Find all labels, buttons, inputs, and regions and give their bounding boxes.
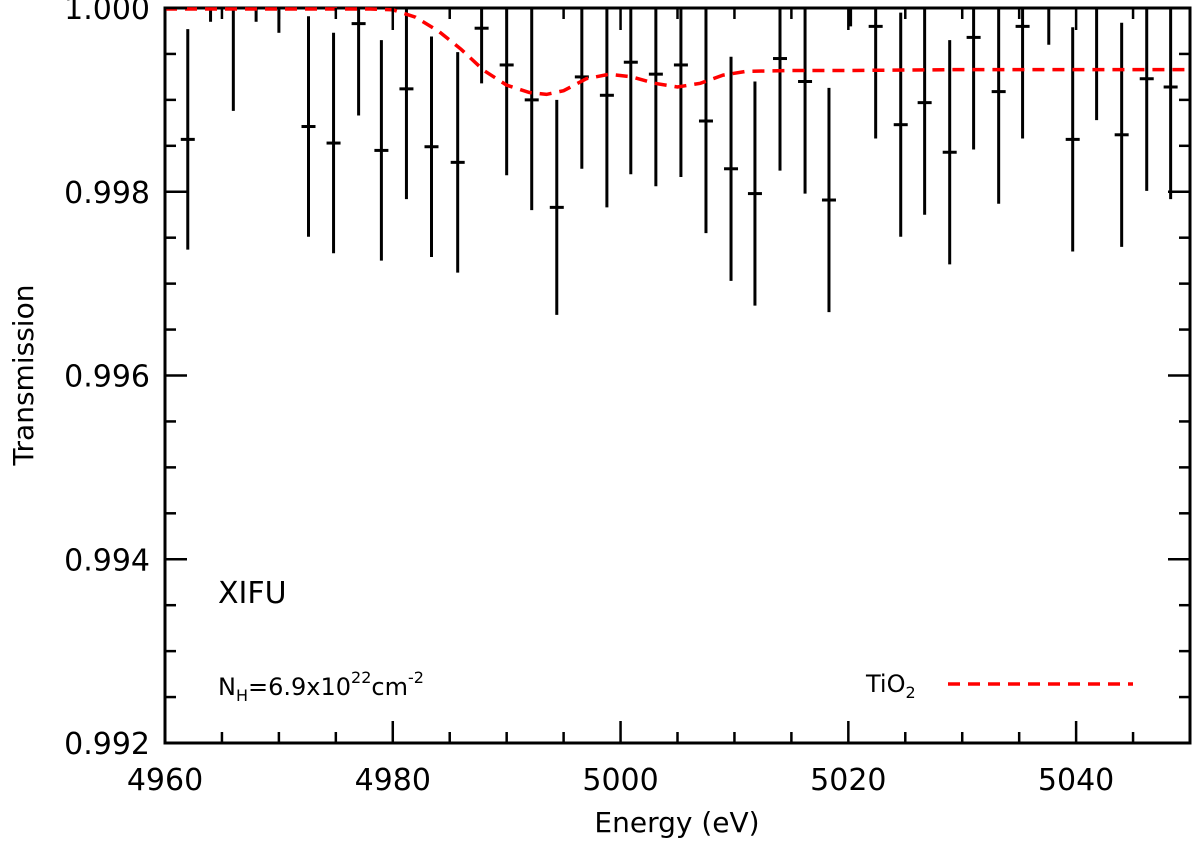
x-tick-label: 5000 xyxy=(582,763,658,798)
instrument-annotation: XIFU xyxy=(218,576,287,611)
legend-label: TiO2 xyxy=(865,670,916,702)
legend: TiO2 xyxy=(865,670,1133,702)
y-tick-label: 0.998 xyxy=(64,176,150,211)
y-tick-label: 0.992 xyxy=(64,727,150,762)
x-axis-label: Energy (eV) xyxy=(594,806,759,839)
nh-subscript: H xyxy=(236,686,248,705)
x-tick-label: 4980 xyxy=(355,763,431,798)
nh-symbol: N xyxy=(218,673,236,701)
legend-label-subscript: 2 xyxy=(905,683,915,702)
legend-label-text: TiO xyxy=(865,670,905,698)
y-tick-label: 0.994 xyxy=(64,543,150,578)
nh-unit: cm xyxy=(371,673,408,701)
y-tick-label: 1.000 xyxy=(64,0,150,27)
nh-unit-exponent: -2 xyxy=(408,668,424,687)
nh-value: =6.9x10 xyxy=(248,673,351,701)
nh-exponent: 22 xyxy=(351,668,371,687)
x-tick-label: 5020 xyxy=(810,763,886,798)
y-tick-label: 0.996 xyxy=(64,360,150,395)
x-tick-label: 5040 xyxy=(1038,763,1114,798)
x-tick-label: 4960 xyxy=(127,763,203,798)
model-curve-tio2 xyxy=(165,7,1190,97)
column-density-annotation: NH=6.9x1022cm-2 xyxy=(218,668,424,705)
plot-frame xyxy=(163,6,1192,745)
y-axis-label: Transmission xyxy=(7,285,40,467)
